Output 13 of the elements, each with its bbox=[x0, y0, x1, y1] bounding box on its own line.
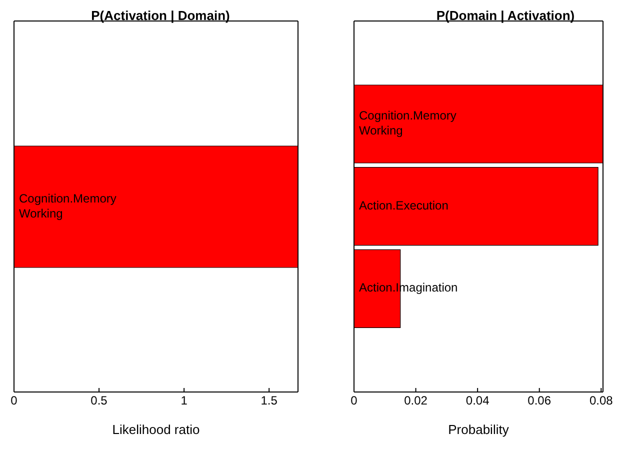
x-axis-title: Likelihood ratio bbox=[112, 422, 200, 437]
x-tick-label: 1 bbox=[180, 394, 188, 408]
category-label: Action.Execution bbox=[359, 198, 448, 213]
x-tick-label: 0.5 bbox=[90, 394, 108, 408]
x-tick-label: 1.5 bbox=[260, 394, 278, 408]
x-tick-label: 0 bbox=[10, 394, 18, 408]
category-label: Cognition.Memory Working bbox=[359, 108, 456, 138]
x-tick-label: 0.04 bbox=[466, 394, 490, 408]
x-axis-title: Probability bbox=[448, 422, 510, 437]
x-tick-label: 0 bbox=[350, 394, 358, 408]
x-tick-label: 0.06 bbox=[528, 394, 552, 408]
x-tick-label: 0.08 bbox=[589, 394, 614, 408]
x-tick-label: 0.02 bbox=[404, 394, 428, 408]
